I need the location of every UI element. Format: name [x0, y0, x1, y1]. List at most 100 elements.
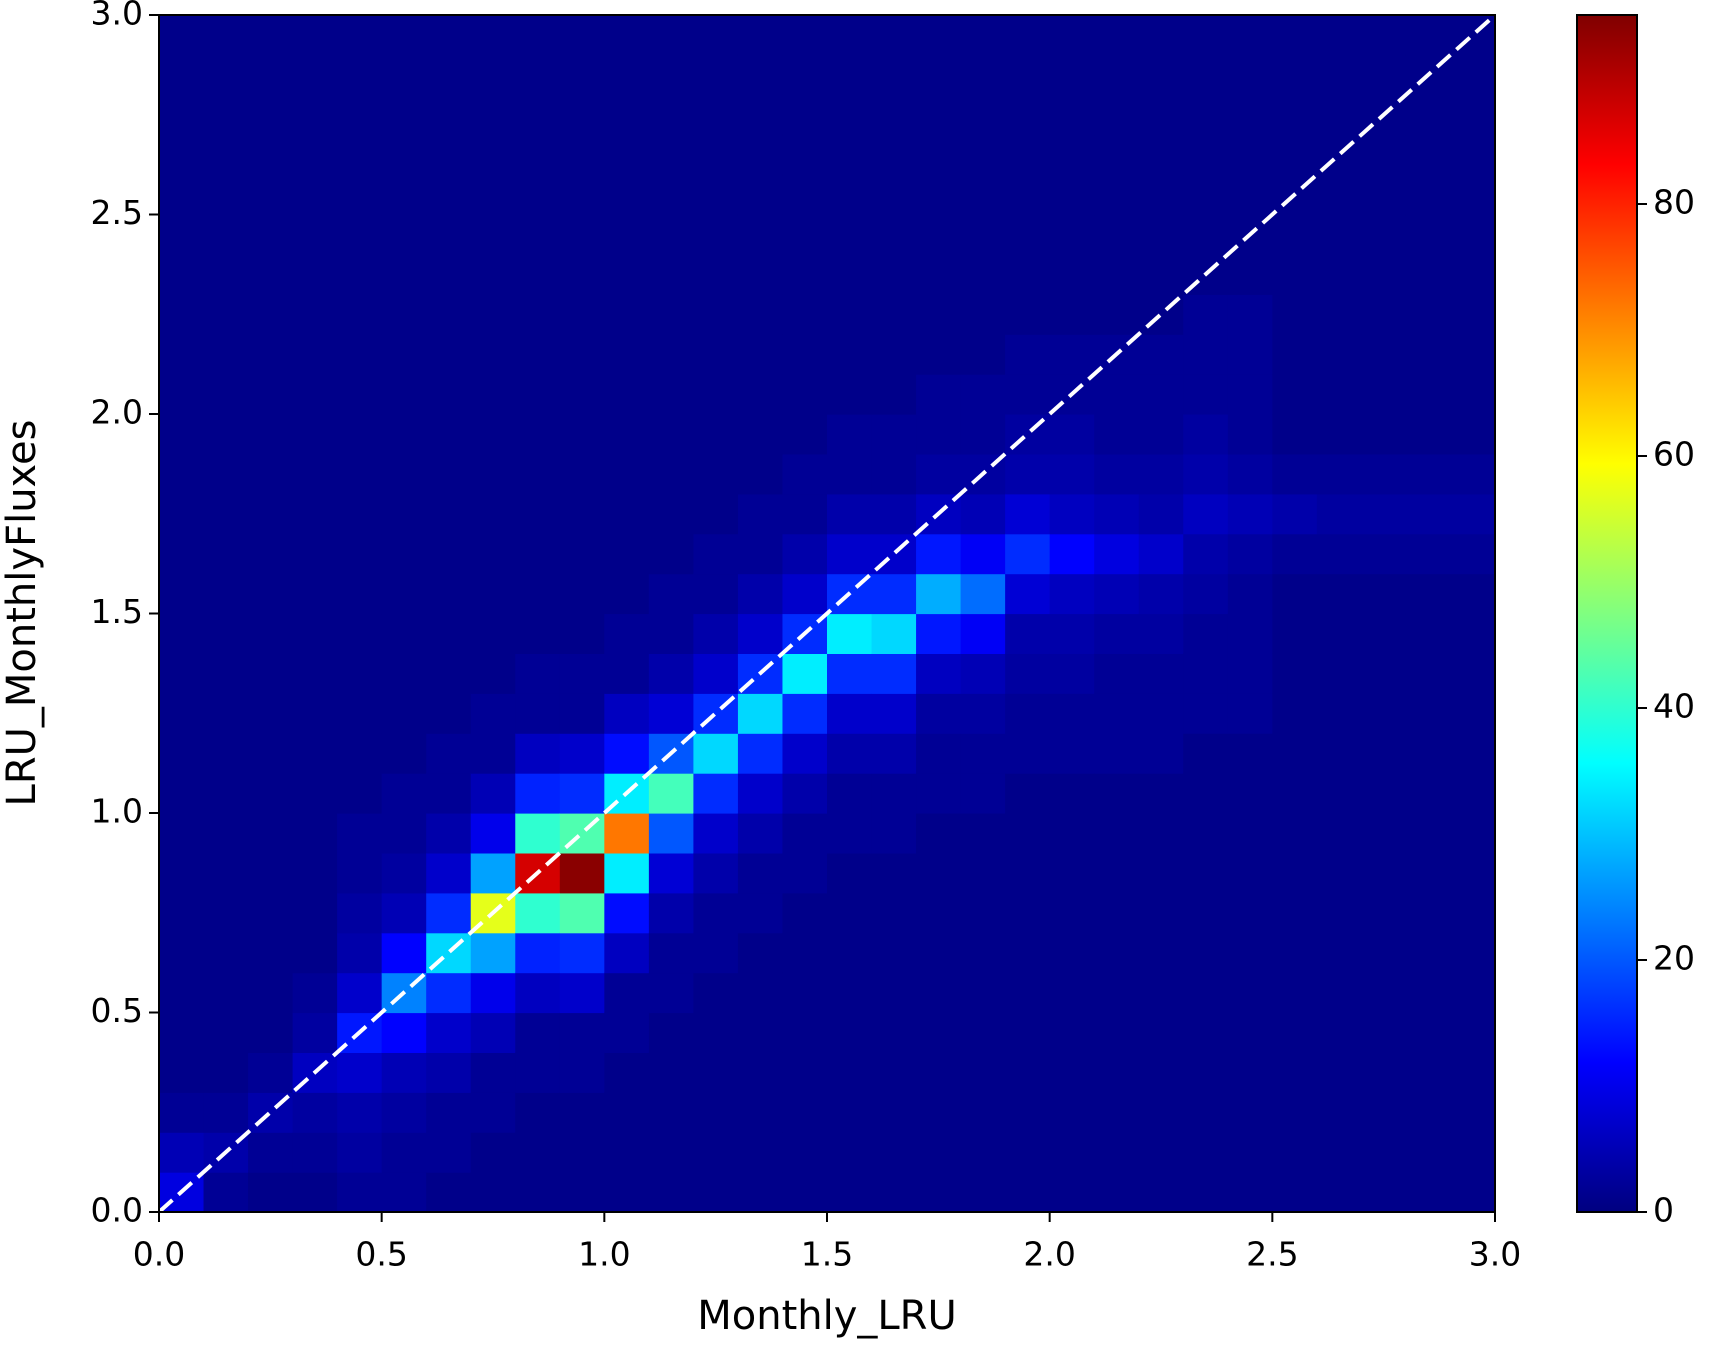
- heatmap-cell: [737, 294, 784, 335]
- heatmap-cell: [292, 573, 338, 615]
- heatmap-cell: [604, 1092, 650, 1133]
- heatmap-cell: [426, 254, 472, 295]
- heatmap-cell: [871, 892, 917, 934]
- heatmap-cell: [1227, 54, 1273, 96]
- heatmap-cell: [827, 374, 873, 415]
- heatmap-cell: [203, 54, 249, 96]
- heatmap-cell: [1183, 214, 1229, 255]
- heatmap-cell: [1094, 653, 1140, 694]
- heatmap-cell: [916, 54, 962, 96]
- heatmap-cell: [470, 94, 516, 136]
- heatmap-cell: [871, 733, 917, 774]
- heatmap-cell: [248, 1132, 294, 1173]
- heatmap-cell: [1272, 493, 1318, 535]
- heatmap-cell: [827, 294, 873, 335]
- heatmap-cell: [1049, 773, 1095, 814]
- heatmap-cell: [782, 54, 828, 96]
- heatmap-cell: [559, 1172, 605, 1213]
- heatmap-cell: [782, 214, 828, 255]
- heatmap-cell: [337, 174, 383, 216]
- heatmap-cell: [1227, 94, 1273, 136]
- heatmap-cell: [1138, 1132, 1184, 1173]
- heatmap-cell: [1361, 1092, 1407, 1133]
- heatmap-cell: [1361, 653, 1407, 694]
- heatmap-cell: [1227, 134, 1273, 176]
- heatmap-cell: [871, 1172, 917, 1213]
- heatmap-cell: [1094, 932, 1140, 974]
- heatmap-cell: [1450, 533, 1496, 575]
- heatmap-cell: [292, 613, 338, 654]
- heatmap-cell: [1361, 1172, 1407, 1213]
- heatmap-cell: [559, 54, 605, 96]
- heatmap-cell: [737, 174, 784, 216]
- heatmap-cell: [1005, 453, 1051, 495]
- heatmap-cell: [871, 15, 917, 56]
- heatmap-cell: [1405, 174, 1452, 216]
- heatmap-cell: [648, 174, 694, 216]
- heatmap-cell: [1227, 374, 1273, 415]
- heatmap-cell: [1005, 174, 1051, 216]
- heatmap-cell: [1361, 1132, 1407, 1173]
- heatmap-cell: [871, 453, 917, 495]
- heatmap-cell: [737, 1092, 784, 1133]
- heatmap-cell: [1183, 94, 1229, 136]
- heatmap-cell: [1405, 453, 1452, 495]
- heatmap-cell: [871, 254, 917, 295]
- heatmap-cell: [1405, 533, 1452, 575]
- heatmap-cell: [426, 733, 472, 774]
- heatmap-cell: [159, 533, 205, 575]
- heatmap-cell: [782, 1172, 828, 1213]
- heatmap-cell: [1049, 1132, 1095, 1173]
- heatmap-cell: [470, 15, 516, 56]
- heatmap-cell: [426, 15, 472, 56]
- heatmap-cell: [426, 972, 472, 1014]
- heatmap-cell: [292, 294, 338, 335]
- heatmap-cell: [1138, 653, 1184, 694]
- heatmap-cell: [1361, 852, 1407, 894]
- heatmap-cell: [381, 294, 427, 335]
- heatmap-cell: [1094, 254, 1140, 295]
- heatmap-cell: [337, 493, 383, 535]
- heatmap-cell: [292, 453, 338, 495]
- heatmap-cell: [693, 94, 739, 136]
- heatmap-cell: [1450, 254, 1496, 295]
- heatmap-cell: [515, 1132, 561, 1173]
- heatmap-cell: [648, 972, 694, 1014]
- heatmap-cell: [916, 254, 962, 295]
- heatmap-cell: [1361, 573, 1407, 615]
- heatmap-cell: [559, 374, 605, 415]
- heatmap-cell: [381, 174, 427, 216]
- heatmap-cell: [426, 174, 472, 216]
- heatmap-cell: [1138, 414, 1184, 455]
- heatmap-cell: [515, 334, 561, 375]
- heatmap-cell: [648, 653, 694, 694]
- heatmap-cell: [1094, 54, 1140, 96]
- heatmap-cell: [1272, 294, 1318, 335]
- heatmap-cell: [426, 653, 472, 694]
- heatmap-cell: [381, 693, 427, 734]
- heatmap-cell: [827, 533, 873, 575]
- heatmap-cell: [337, 813, 383, 854]
- heatmap-cell: [248, 134, 294, 176]
- heatmap-cell: [1138, 813, 1184, 854]
- heatmap-cell: [871, 573, 917, 615]
- heatmap-cell: [960, 414, 1006, 455]
- heatmap-cell: [1316, 693, 1362, 734]
- heatmap-cell: [916, 94, 962, 136]
- heatmap-cell: [337, 374, 383, 415]
- heatmap-cell: [1272, 94, 1318, 136]
- heatmap-cell: [203, 254, 249, 295]
- heatmap-cell: [960, 214, 1006, 255]
- heatmap-cell: [693, 852, 739, 894]
- colorbar-tick-label: 20: [1653, 939, 1695, 978]
- heatmap-cell: [1049, 54, 1095, 96]
- heatmap-cell: [960, 693, 1006, 734]
- heatmap-cell: [1450, 733, 1496, 774]
- heatmap-cell: [1272, 613, 1318, 654]
- heatmap-cell: [248, 972, 294, 1014]
- heatmap-cell: [648, 1172, 694, 1213]
- heatmap-cell: [737, 813, 784, 854]
- heatmap-cell: [159, 294, 205, 335]
- x-tick-label: 0.0: [133, 1235, 185, 1274]
